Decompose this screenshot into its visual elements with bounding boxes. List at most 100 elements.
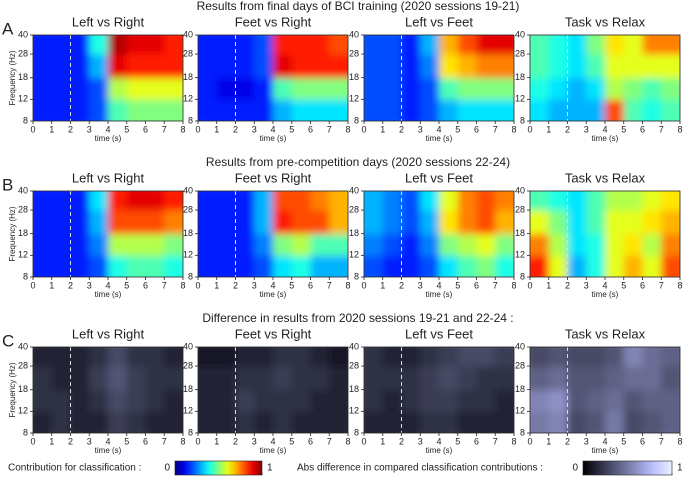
x-tick-label: 1: [546, 436, 551, 446]
heatmap-cell: [70, 99, 90, 121]
heatmap-cell: [216, 347, 236, 367]
y-tick-label: 8: [520, 427, 525, 437]
heatmap-cell: [530, 99, 550, 121]
heatmap-cell: [108, 99, 128, 121]
heatmap-cell: [586, 210, 606, 235]
heatmap-cell: [89, 366, 109, 391]
heatmap-cell: [51, 347, 71, 367]
heatmap-cell: [661, 389, 680, 412]
heatmap-cell: [198, 255, 218, 277]
panel-letter: A: [2, 19, 14, 38]
heatmap-cell: [51, 99, 71, 121]
heatmap-cell: [310, 366, 330, 391]
heatmap-cell: [291, 54, 311, 79]
y-tick-label: 28: [183, 360, 193, 370]
x-tick-label: 3: [418, 124, 423, 134]
heatmap-cell: [605, 54, 625, 79]
heatmap-cell: [605, 347, 625, 367]
x-axis-label: time (s): [260, 446, 287, 455]
heatmap-cell: [198, 99, 218, 121]
heatmap-cell: [126, 233, 146, 256]
panel-title: Task vs Relax: [565, 326, 646, 341]
x-tick-label: 5: [124, 436, 129, 446]
heatmap-cell: [495, 99, 514, 121]
y-tick-label: 28: [515, 48, 525, 58]
heatmap-cell: [567, 54, 587, 79]
x-tick-label: 4: [436, 124, 441, 134]
y-tick-label: 28: [18, 48, 28, 58]
heatmap: [33, 35, 183, 121]
heatmap-cell: [235, 389, 255, 412]
heatmap-cell: [586, 255, 606, 277]
y-tick-label: 12: [349, 94, 359, 104]
heatmap-cell: [548, 389, 568, 412]
heatmap: [364, 347, 514, 433]
heatmap-cells: [364, 35, 514, 121]
y-tick-label: 18: [515, 384, 525, 394]
y-tick-label: 40: [349, 29, 359, 39]
heatmap-cell: [164, 233, 183, 256]
heatmap-cell: [401, 347, 421, 367]
x-tick-label: 5: [621, 124, 626, 134]
x-tick-label: 8: [677, 436, 682, 446]
heatmap-cell: [605, 191, 625, 211]
colorbar: [174, 460, 263, 476]
x-tick-label: 3: [418, 280, 423, 290]
heatmap-cell: [548, 99, 568, 121]
heatmap-cell: [198, 411, 218, 433]
heatmap-cell: [457, 347, 477, 367]
heatmap-cell: [70, 77, 90, 100]
colorbar-tick-label: 0: [164, 463, 170, 474]
x-tick-label: 0: [527, 124, 532, 134]
heatmap-cell: [291, 99, 311, 121]
heatmap-cell: [661, 233, 680, 256]
x-axis-label: time (s): [592, 290, 619, 299]
heatmap-cell: [586, 411, 606, 433]
x-tick-label: 2: [565, 124, 570, 134]
heatmap-cell: [108, 389, 128, 412]
heatmap-cell: [605, 366, 625, 391]
heatmap-cell: [495, 54, 514, 79]
panel-title: Left vs Right: [72, 326, 145, 341]
heatmap-cell: [642, 411, 662, 433]
heatmap-cell: [70, 210, 90, 235]
heatmap-cell: [420, 77, 440, 100]
heatmap-cell: [70, 347, 90, 367]
heatmap-cell: [495, 366, 514, 391]
heatmap-cell: [642, 99, 662, 121]
colorbar: [582, 460, 673, 476]
heatmap-cell: [216, 191, 236, 211]
heatmap-cell: [235, 191, 255, 211]
heatmap-cell: [329, 411, 348, 433]
heatmap-cell: [216, 366, 236, 391]
heatmap-cell: [420, 255, 440, 277]
x-tick-label: 4: [270, 280, 275, 290]
heatmap-cell: [126, 255, 146, 277]
x-axis-label: time (s): [592, 446, 619, 455]
heatmap-cell: [216, 389, 236, 412]
x-tick-label: 1: [380, 280, 385, 290]
heatmap-cell: [364, 77, 384, 100]
y-tick-label: 40: [18, 185, 28, 195]
y-tick-label: 12: [183, 406, 193, 416]
heatmap-cell: [254, 35, 274, 55]
x-axis-label: time (s): [592, 134, 619, 143]
heatmap-cell: [291, 255, 311, 277]
panel-title: Left vs Feet: [405, 170, 473, 185]
heatmap-cell: [495, 411, 514, 433]
x-tick-label: 4: [270, 436, 275, 446]
heatmap-cell: [661, 411, 680, 433]
heatmap-cell: [586, 54, 606, 79]
heatmap-cell: [439, 99, 459, 121]
heatmap-cell: [457, 366, 477, 391]
heatmap-cell: [145, 99, 165, 121]
heatmap-cell: [310, 99, 330, 121]
heatmap-cell: [642, 54, 662, 79]
x-tick-label: 0: [195, 124, 200, 134]
heatmap-cell: [51, 54, 71, 79]
x-tick-label: 2: [565, 280, 570, 290]
x-tick-label: 1: [214, 280, 219, 290]
heatmap-cell: [439, 191, 459, 211]
section-title: Results from final days of BCI training …: [197, 0, 520, 13]
heatmap-cell: [198, 191, 218, 211]
